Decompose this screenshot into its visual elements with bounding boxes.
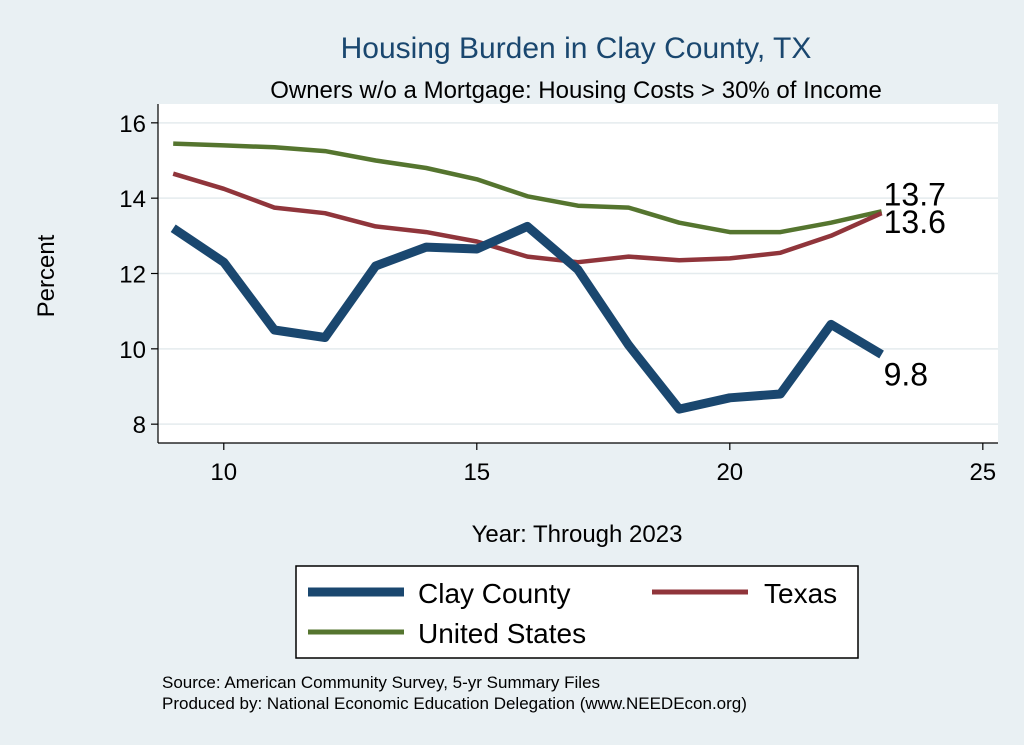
- chart-subtitle: Owners w/o a Mortgage: Housing Costs > 3…: [270, 77, 882, 104]
- legend-label-united-states: United States: [418, 618, 586, 649]
- end-label-clay-county: 9.8: [884, 356, 928, 392]
- produced-note: Produced by: National Economic Education…: [162, 694, 747, 713]
- legend-label-texas: Texas: [764, 578, 837, 609]
- x-tick-label-25: 25: [969, 459, 996, 486]
- series-line-texas: [172, 171, 883, 265]
- chart-title: Housing Burden in Clay County, TX: [341, 32, 812, 65]
- series-line-clay-county: [170, 221, 884, 414]
- x-axis-title: Year: Through 2023: [472, 521, 683, 548]
- y-tick-label-14: 14: [119, 186, 146, 213]
- y-tick-label-8: 8: [133, 412, 146, 439]
- series-line-united-states: [173, 141, 883, 235]
- end-label-texas: 13.6: [884, 204, 946, 240]
- series-layer: [170, 141, 884, 414]
- legend-box: [295, 565, 859, 659]
- label-layer: 9.8 13.613.7: [884, 176, 946, 392]
- x-tick-label-10: 10: [210, 459, 237, 486]
- y-tick-label-12: 12: [119, 262, 146, 289]
- x-tick-label-20: 20: [716, 459, 743, 486]
- axis-layer: 8 10 12 14 16 10 15 20 25: [119, 104, 998, 486]
- end-label-united-states: 13.7: [884, 176, 946, 212]
- y-axis-title: Percent: [33, 234, 60, 317]
- y-tick-label-10: 10: [119, 337, 146, 364]
- x-tick-label-15: 15: [463, 459, 490, 486]
- y-tick-label-16: 16: [119, 111, 146, 138]
- legend: Clay County Texas United States: [295, 565, 859, 659]
- source-note: Source: American Community Survey, 5-yr …: [162, 673, 600, 692]
- legend-label-clay-county: Clay County: [418, 578, 571, 609]
